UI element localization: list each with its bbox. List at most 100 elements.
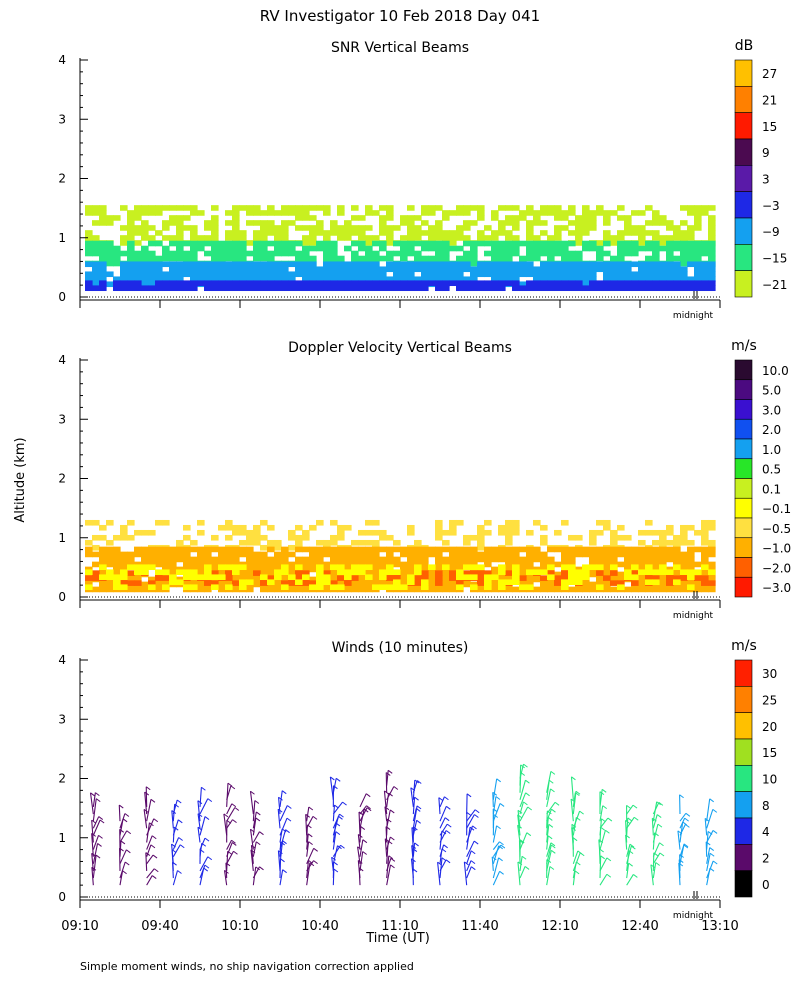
heatmap-cell: [323, 570, 331, 576]
heatmap-cell: [582, 245, 590, 252]
heatmap-cell: [526, 569, 534, 576]
heatmap-cell: [316, 276, 324, 283]
heatmap-cell: [659, 245, 667, 252]
heatmap-cell: [568, 546, 576, 553]
heatmap-cell: [372, 584, 380, 591]
heatmap-cell: [533, 586, 541, 593]
heatmap-cell: [246, 285, 254, 292]
heatmap-cell: [288, 205, 296, 211]
heatmap-cell: [666, 539, 674, 546]
heatmap-cell: [309, 205, 317, 211]
heatmap-cell: [267, 571, 275, 578]
heatmap-layer-4: [85, 280, 716, 292]
heatmap-cell: [624, 534, 632, 541]
wind-profile: [171, 799, 185, 886]
heatmap-cell: [239, 584, 247, 591]
heatmap-cell: [435, 575, 443, 581]
heatmap-cell: [610, 240, 618, 246]
heatmap-cell: [477, 529, 485, 536]
heatmap-cell: [309, 240, 317, 246]
wind-barb: [599, 805, 604, 822]
heatmap-cell: [694, 250, 702, 257]
heatmap-cell: [274, 261, 282, 268]
wind-barb-flag: [231, 839, 236, 844]
heatmap-cell: [288, 566, 296, 573]
heatmap-cell: [498, 584, 506, 591]
heatmap-cell: [211, 235, 219, 241]
heatmap-cell: [372, 210, 380, 216]
heatmap-cell: [316, 285, 324, 292]
heatmap-cell: [477, 524, 485, 531]
heatmap-cell: [694, 586, 702, 593]
heatmap-cell: [134, 210, 142, 216]
heatmap-cell: [113, 245, 121, 252]
heatmap-cell: [512, 579, 520, 586]
wind-barb-flag: [446, 823, 452, 828]
heatmap-cell: [589, 276, 597, 283]
heatmap-cell: [267, 271, 275, 278]
heatmap-cell: [239, 276, 247, 283]
heatmap-cell: [673, 225, 681, 231]
heatmap-cell: [344, 276, 352, 283]
heatmap-cell: [582, 581, 590, 588]
heatmap-cell: [652, 235, 660, 241]
heatmap-cell: [99, 240, 107, 247]
heatmap-cell: [631, 230, 639, 236]
heatmap-cell: [218, 255, 226, 262]
heatmap-cell: [456, 546, 464, 553]
heatmap-cell: [232, 586, 240, 593]
heatmap-cell: [127, 534, 135, 541]
heatmap-cell: [631, 210, 639, 216]
heatmap-cell: [666, 285, 674, 292]
heatmap-cell: [498, 551, 506, 558]
wind-barb: [199, 798, 209, 815]
heatmap-cell: [659, 546, 667, 553]
heatmap-cell: [694, 245, 702, 252]
heatmap-cell: [470, 220, 478, 226]
heatmap-cell: [708, 205, 716, 211]
wind-barb-flag: [331, 856, 337, 861]
heatmap-cell: [183, 524, 191, 531]
heatmap-cell: [344, 586, 352, 593]
heatmap-cell: [211, 266, 219, 273]
heatmap-cell: [449, 271, 457, 278]
heatmap-cell: [673, 235, 681, 241]
heatmap-cell: [365, 266, 373, 273]
heatmap-cell: [148, 584, 156, 591]
wind-barb: [359, 808, 365, 829]
wind-barb: [517, 825, 521, 843]
heatmap-cell: [582, 569, 590, 576]
heatmap-cell: [449, 230, 457, 236]
heatmap-cell: [260, 280, 268, 287]
heatmap-cell: [260, 250, 268, 257]
heatmap-cell: [456, 266, 464, 273]
heatmap-cell: [155, 230, 163, 236]
heatmap-cell: [428, 245, 436, 252]
wind-barb-flag: [362, 851, 367, 855]
heatmap-cell: [232, 546, 240, 553]
heatmap-cell: [547, 261, 555, 268]
heatmap-cell: [127, 215, 135, 221]
heatmap-cell: [554, 276, 562, 283]
heatmap-cell: [253, 230, 261, 236]
heatmap-cell: [575, 534, 583, 541]
heatmap-cell: [435, 551, 443, 558]
heatmap-cell: [337, 261, 345, 268]
heatmap-cell: [267, 220, 275, 226]
heatmap-cell: [477, 280, 485, 287]
heatmap-cell: [281, 584, 289, 591]
wind-barb-flag: [151, 875, 157, 879]
wind-barb: [146, 835, 153, 850]
heatmap-cell: [323, 230, 331, 236]
heatmap-cell: [274, 271, 282, 278]
heatmap-cell: [547, 250, 555, 257]
heatmap-cell: [652, 579, 660, 586]
heatmap-cell: [211, 566, 219, 573]
heatmap-cell: [211, 561, 219, 568]
heatmap-cell: [645, 255, 653, 262]
heatmap-cell: [463, 250, 471, 257]
heatmap-cell: [218, 574, 226, 581]
heatmap-cell: [400, 280, 408, 287]
heatmap-cell: [414, 235, 422, 241]
heatmap-cell: [190, 250, 198, 257]
